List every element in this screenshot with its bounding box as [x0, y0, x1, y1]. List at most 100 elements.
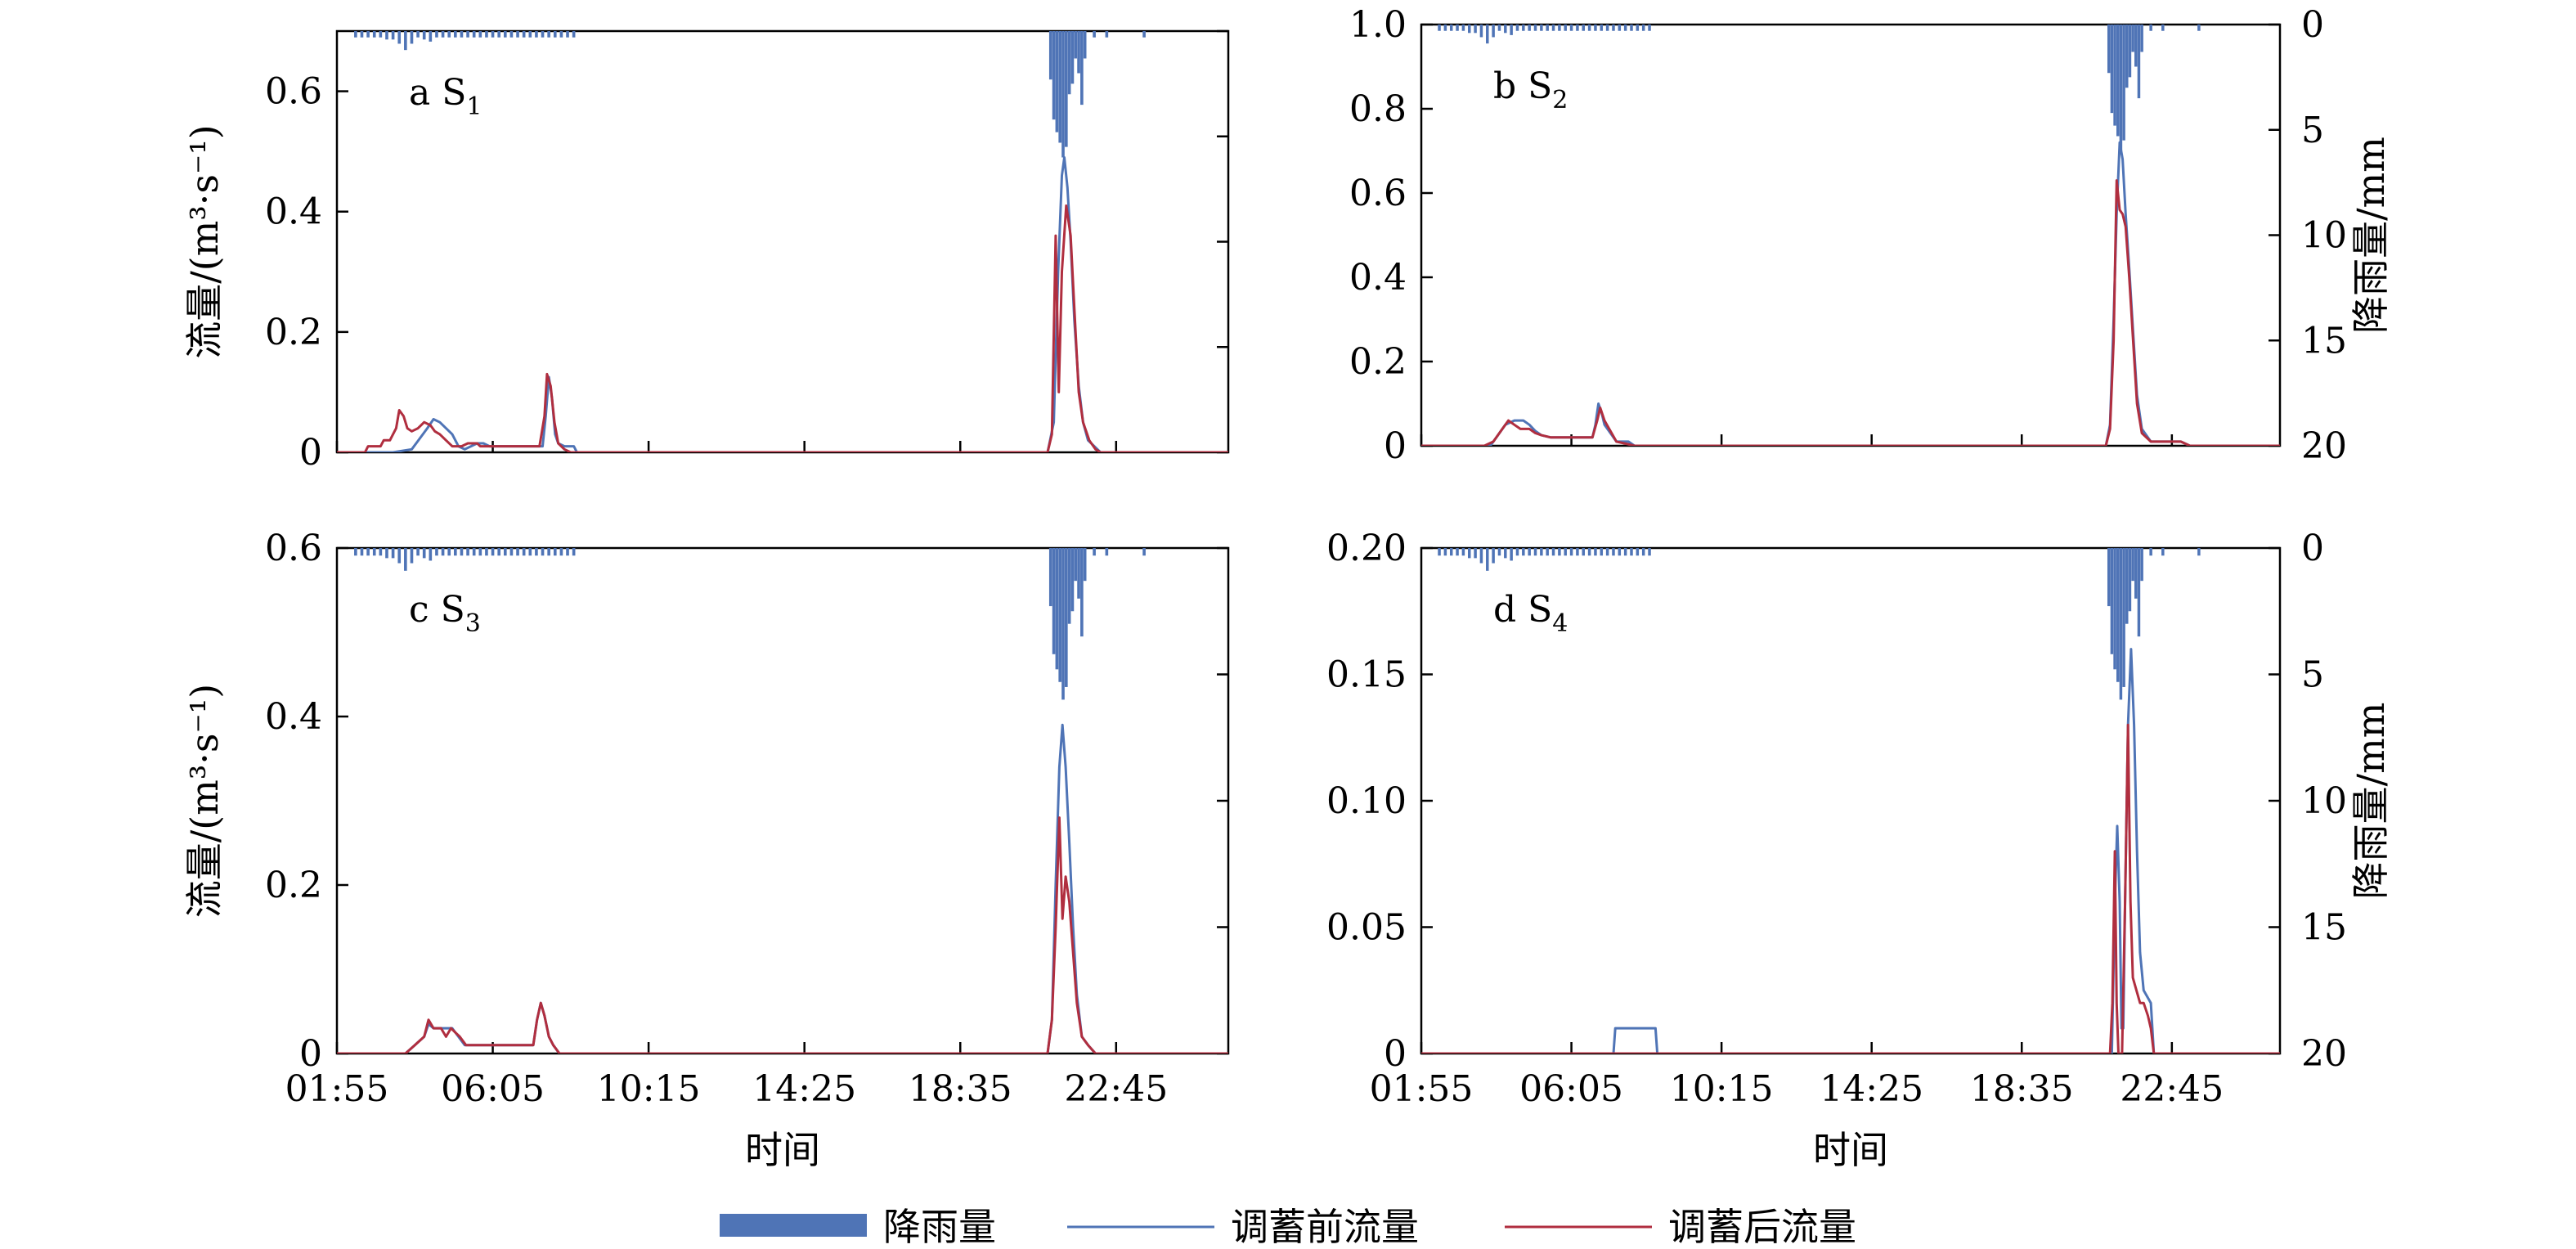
x-tick-label: 14:25 [1820, 1068, 1923, 1110]
legend-item: 降雨量 [720, 1205, 996, 1249]
chart-panels: 0 0.2 0.4 0.6 流量/(m³·s⁻¹) a S1 0 0.2 0.4 0.6 0.8 1.… [182, 4, 2393, 1172]
rainfall-bar [2149, 25, 2152, 31]
y2-tick-label: 5 [2301, 110, 2324, 151]
legend-label: 调蓄前流量 [1231, 1205, 1419, 1249]
y2-tick-label: 15 [2301, 907, 2347, 949]
y2-axis-title: 降雨量/mm [2349, 137, 2393, 334]
panel-c: 0 0.2 0.4 0.6 01:55 06:05 10:15 14:25 18:35 22:45… [182, 528, 1230, 1172]
rainfall-bar [416, 548, 420, 556]
rainfall-bar [2134, 548, 2138, 599]
rainfall-bar [466, 548, 469, 556]
rainfall-bar [1105, 31, 1109, 38]
rainfall-bar [503, 548, 507, 556]
rainfall-bar [397, 548, 402, 564]
rainfall-bar [2116, 25, 2120, 137]
rainfall-bar [2137, 25, 2141, 99]
legend: 降雨量 调蓄前流量 调蓄后流量 [720, 1205, 1856, 1249]
rainfall-bar [2137, 548, 2141, 637]
rainfall-bar [1569, 25, 1573, 31]
y2-tick-label: 20 [2301, 1033, 2347, 1075]
rainfall-bar [1569, 548, 1573, 556]
rainfall-bar [535, 548, 538, 556]
y2-axis-title: 降雨量/mm [2349, 703, 2393, 900]
rainfall-bar [379, 31, 383, 38]
y-tick-label: 0.8 [1349, 88, 1407, 130]
rainfall-bar [2131, 548, 2134, 582]
rainfall-bar [1074, 31, 1078, 59]
rainfall-bar [435, 31, 438, 38]
rainfall-bar [2149, 548, 2152, 556]
y-tick-label: 0 [1384, 1033, 1407, 1075]
rainfall-bar [1594, 25, 1597, 31]
rainfall-bar [1055, 548, 1059, 670]
rainfall-bar [2134, 25, 2138, 67]
rainfall-bar [1605, 25, 1609, 31]
rainfall-bar [1438, 548, 1441, 556]
rainfall-bar [485, 548, 488, 556]
rainfall-bar [441, 31, 445, 38]
y-axis-title: 流量/(m³·s⁻¹) [182, 684, 227, 918]
rainfall-bar [2131, 25, 2134, 52]
series-line-after [337, 204, 1228, 452]
rainfall-bar [1587, 548, 1591, 556]
x-tick-label: 10:15 [597, 1068, 701, 1110]
rainfall-bar [1630, 548, 1633, 556]
rainfall-bar [2122, 548, 2125, 687]
series-line-after [1421, 179, 2280, 446]
rainfall-bar [1142, 31, 1146, 38]
rainfall-bar [1533, 25, 1537, 31]
rainfall-bar [1083, 31, 1087, 59]
rainfall-bar [391, 31, 395, 40]
rainfall-bar [509, 31, 514, 38]
rainfall-bar [1600, 548, 1604, 556]
y2-tick-label: 0 [2301, 528, 2324, 569]
rainfall-bar [509, 548, 514, 556]
rainfall-bar [566, 31, 569, 38]
rainfall-bar [1093, 31, 1096, 38]
rainfall-bar [2140, 548, 2143, 582]
rainfall-bar [1093, 548, 1096, 556]
rainfall-bar [1461, 25, 1465, 31]
rainfall-bar [1582, 548, 1585, 556]
rainfall-bar [435, 548, 438, 556]
x-tick-label: 18:35 [909, 1068, 1012, 1110]
rainfall-bars [1438, 548, 2201, 700]
rainfall-bar [559, 31, 563, 38]
rainfall-bar [1636, 25, 1640, 31]
rainfall-bar [1443, 548, 1447, 556]
rainfall-bar [1510, 548, 1513, 561]
x-tick-label: 22:45 [1064, 1068, 1168, 1110]
rainfall-bar [2197, 25, 2201, 31]
rainfall-bar [485, 31, 488, 38]
panel-b: 0 0.2 0.4 0.6 0.8 1.0 0 5 10 15 20 降雨量/mm b S2 [1349, 4, 2393, 467]
rainfall-bar [360, 31, 364, 38]
rainfall-bar [2110, 25, 2114, 114]
rainfall-bar [1636, 548, 1640, 556]
rainfall-bar [1522, 548, 1525, 556]
rainfall-bar [1648, 25, 1651, 31]
rainfall-bar [416, 31, 420, 38]
rainfall-bar [1080, 31, 1084, 106]
rainfall-bar [1052, 31, 1056, 120]
rainfall-bar [1438, 25, 1441, 31]
rainfall-bar [447, 31, 451, 38]
rainfall-bar [454, 31, 457, 38]
rainfall-bar [1504, 25, 1507, 34]
rainfall-bar [404, 31, 407, 51]
rainfall-bar [572, 31, 576, 38]
rainfall-bar [2113, 25, 2116, 126]
rainfall-bar [503, 31, 507, 38]
panel-label: d S4 [1493, 589, 1568, 638]
rainfall-bar [1564, 548, 1567, 556]
rainfall-bar [410, 548, 414, 564]
rainfall-bar [2119, 548, 2123, 700]
rainfall-bar [1461, 548, 1465, 556]
rainfall-bar [541, 548, 545, 556]
rainfall-bar [1456, 548, 1459, 556]
rainfall-bar [1449, 548, 1453, 556]
rainfall-bar [1048, 548, 1052, 607]
series-line-before [1421, 648, 2280, 1054]
rainfall-bar [1546, 25, 1549, 31]
rainfall-bar [422, 31, 426, 40]
rainfall-bars [1438, 25, 2201, 151]
